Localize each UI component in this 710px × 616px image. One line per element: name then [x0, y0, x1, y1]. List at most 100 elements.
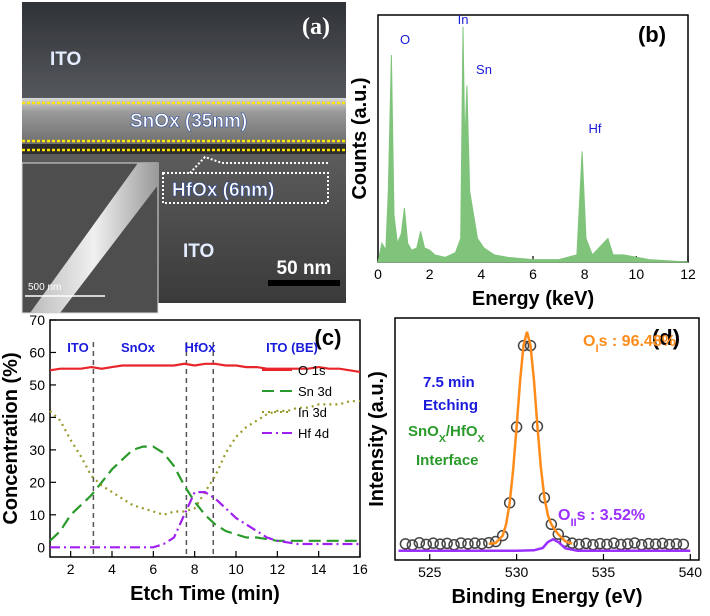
y-tick-label: 60 — [29, 344, 45, 360]
data-point — [670, 538, 683, 550]
layer-label: ITO — [183, 241, 214, 262]
data-point — [413, 536, 426, 549]
y-axis-title: Concentration (%) — [0, 352, 22, 524]
legend-label: In 3d — [298, 405, 327, 420]
annotation-part: 7.5 min — [423, 374, 475, 391]
y-tick-label: 40 — [29, 409, 45, 425]
annotation-part: SnO — [408, 423, 439, 440]
y-axis-title: Counts (a.u.) — [349, 77, 371, 199]
x-tick-label: 0 — [374, 266, 382, 282]
data-point — [594, 537, 606, 550]
panel-label: (a) — [302, 14, 330, 40]
annotation: OIs : 96.48% — [583, 333, 676, 355]
x-tick-label: 6 — [149, 561, 157, 577]
region-label: SnOx — [121, 340, 156, 355]
annotation: Etching — [423, 397, 478, 414]
x-tick-label: 6 — [529, 266, 537, 282]
series-line — [49, 362, 361, 373]
x-tick-label: 530 — [505, 564, 529, 580]
tem-image: 500 nm 50 nm ITO SnOx (35nm) HfOx (6nm) … — [21, 2, 346, 314]
data-point — [608, 537, 620, 549]
ito-top-region — [22, 2, 346, 98]
legend-label: O 1s — [298, 363, 326, 378]
data-point — [587, 539, 599, 551]
x-tick-label: 4 — [108, 561, 116, 577]
plot-frame — [49, 319, 361, 558]
peak-label: Hf — [589, 121, 602, 136]
x-tick-label: 8 — [581, 266, 589, 282]
inset-scale-text: 500 nm — [28, 282, 61, 293]
inset-nanostructure — [30, 163, 158, 313]
y-tick-label: 20 — [29, 474, 45, 490]
panel-label: (c) — [315, 325, 342, 350]
annotation-part: Etching — [423, 397, 478, 414]
x-tick-label: 535 — [592, 564, 616, 580]
data-point — [434, 538, 446, 550]
spectrum-area — [377, 26, 689, 263]
annotation-part: X — [478, 433, 485, 445]
data-point — [490, 535, 502, 548]
region-label: ITO — [67, 340, 88, 355]
data-point — [628, 537, 641, 549]
x-tick-label: 2 — [67, 561, 75, 577]
data-point — [462, 538, 474, 550]
annotation: OIIs : 3.52% — [558, 507, 645, 529]
legend-label: Hf 4d — [298, 426, 329, 441]
fit-line — [488, 331, 573, 546]
peak-label: In — [458, 12, 469, 27]
layer-label: ITO — [50, 49, 81, 70]
y-tick-label: 0 — [37, 539, 45, 555]
region-label: HfOx — [184, 340, 216, 355]
y-tick-label: 70 — [29, 312, 45, 328]
y-axis-title: Intensity (a.u.) — [366, 371, 388, 507]
x-tick-label: 16 — [352, 561, 368, 577]
annotation-part: s : 3.52% — [577, 507, 645, 524]
y-tick-label: 10 — [29, 507, 45, 523]
x-tick-label: 12 — [680, 266, 696, 282]
plot-frame — [377, 14, 689, 263]
data-point — [559, 535, 571, 548]
data-point — [420, 538, 433, 551]
data-point — [552, 528, 565, 540]
annotation: SnOX/HfOX — [408, 423, 485, 445]
data-point — [635, 539, 648, 551]
x-tick-label: 525 — [418, 564, 442, 580]
data-point — [601, 538, 613, 551]
data-point — [496, 529, 509, 542]
x-axis-title: Energy (keV) — [472, 288, 594, 310]
hfox-box — [162, 172, 329, 204]
x-tick-label: 8 — [191, 561, 199, 577]
series-line — [50, 491, 360, 549]
data-point — [656, 537, 669, 550]
annotation-part: /HfO — [446, 423, 478, 440]
data-point — [441, 537, 453, 550]
legend-label: Sn 3d — [298, 384, 332, 399]
x-axis-title: Etch Time (min) — [130, 583, 280, 605]
data-point — [580, 537, 592, 550]
data-point — [455, 537, 467, 549]
panel-label: (d) — [652, 325, 680, 350]
x-tick-label: 10 — [228, 561, 244, 577]
data-point — [573, 538, 585, 551]
annotation-part: Interface — [416, 452, 479, 469]
x-tick-label: 12 — [270, 561, 286, 577]
hfox-pointer — [189, 155, 330, 174]
annotation-part: s : 96.48% — [599, 333, 676, 350]
layer-label: HfOx (6nm) — [172, 180, 274, 201]
annotation: Interface — [416, 452, 479, 469]
peak-label: O — [400, 32, 410, 47]
scale-text: 50 nm — [277, 258, 332, 279]
scale-bar — [268, 280, 340, 286]
y-tick-label: 50 — [29, 377, 45, 393]
annotation-part: O — [583, 333, 595, 350]
data-point — [677, 538, 690, 551]
data-point — [399, 538, 412, 550]
x-tick-label: 14 — [311, 561, 327, 577]
annotation: 7.5 min — [423, 374, 475, 391]
data-point — [642, 537, 655, 550]
data-point — [476, 538, 488, 550]
x-tick-label: 4 — [477, 266, 485, 282]
x-tick-label: 10 — [629, 266, 645, 282]
data-point — [622, 538, 634, 550]
